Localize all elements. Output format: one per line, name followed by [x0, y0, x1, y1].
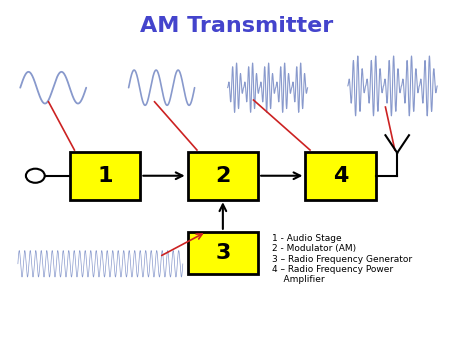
Text: 2: 2: [215, 166, 230, 186]
Text: 1: 1: [97, 166, 113, 186]
Text: 1 - Audio Stage
2 - Modulator (AM)
3 – Radio Frequency Generator
4 – Radio Frequ: 1 - Audio Stage 2 - Modulator (AM) 3 – R…: [273, 234, 412, 284]
Bar: [188, 152, 258, 200]
Text: 3: 3: [215, 243, 230, 263]
Bar: [188, 232, 258, 274]
Circle shape: [26, 169, 45, 183]
Bar: [305, 152, 376, 200]
Text: AM Transmitter: AM Transmitter: [140, 16, 334, 36]
Bar: [70, 152, 140, 200]
Text: 4: 4: [333, 166, 348, 186]
